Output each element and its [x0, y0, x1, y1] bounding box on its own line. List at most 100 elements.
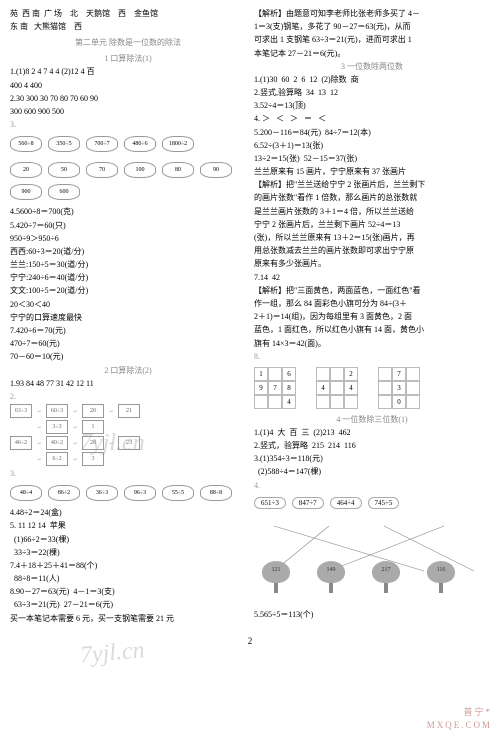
flow-diagram-1: 63÷3 → 60÷3 → 20 → 21 — [10, 404, 246, 418]
text: 300 600 900 500 — [10, 106, 246, 117]
watermark-brand: MXQE.COM — [427, 720, 492, 730]
text: 63÷3＝21(元) 27－21＝6(元) — [10, 599, 246, 610]
text: 西西:60÷3＝20(道/分) — [10, 246, 246, 257]
flow-box: 23 — [118, 436, 140, 450]
oval: 48÷4 — [10, 485, 42, 501]
text: 东 南 大熊猫馆 西 — [10, 21, 246, 32]
expr: 847÷7 — [292, 497, 324, 509]
row-label: 4. — [254, 480, 490, 491]
row-label: 3. — [10, 119, 246, 130]
oval: 80 — [162, 162, 194, 178]
flow-box: 1 — [82, 420, 104, 434]
text: 1.93 84 48 77 31 42 12 11 — [10, 378, 246, 389]
section-title: 3 一位数除两位数 — [254, 61, 490, 72]
text: 兰兰:150÷5＝30(道/分) — [10, 259, 246, 270]
oval: 55÷5 — [162, 485, 194, 501]
text: 兰兰原来有 15 画片，宁宁原来有 37 张画片 — [254, 166, 490, 177]
oval: 100 — [124, 162, 156, 178]
oval: 86÷2 — [48, 485, 80, 501]
text: 3.52÷4＝13(顶) — [254, 100, 490, 111]
text: 2.竖式,验算略 34 13 12 — [254, 87, 490, 98]
row-label: 8. — [254, 351, 490, 362]
oval: 90 — [200, 162, 232, 178]
text: 8.90－27＝63(元) 4－1＝3(支) — [10, 586, 246, 597]
unit-title: 第二单元 除数是一位数的除法 — [10, 37, 246, 48]
text: 20＜30＜40 — [10, 299, 246, 310]
text: 88÷8＝11(人) — [10, 573, 246, 584]
left-column: 苑 西 南 广 场 北 天鹅馆 西 金鱼馆 东 南 大熊猫馆 西 第二单元 除数… — [10, 8, 246, 624]
text: 买一本笔记本需要 6 元，买一支钢笔需要 21 元 — [10, 613, 246, 624]
oval: 560÷8 — [10, 136, 42, 152]
text: 用总张数减去兰兰的画片张数即可求出宁宁原 — [254, 245, 490, 256]
section-title: 4 一位数除三位数(1) — [254, 414, 490, 425]
row-label: 3. — [10, 468, 246, 479]
text: 7.420÷6＝70(元) — [10, 325, 246, 336]
flow-box: 20 — [82, 404, 104, 418]
text: 1.(1)30 60 2 6 12 (2)除数 商 — [254, 74, 490, 85]
text: 6.52÷(3＋1)＝13(张) — [254, 140, 490, 151]
text: 1.(1)8 2 4 7 4 4 (2)12 4 百 — [10, 66, 246, 77]
page-number: 2 — [0, 636, 500, 646]
oval: 88÷8 — [200, 485, 232, 501]
row-label: 2. — [10, 391, 246, 402]
oval: 96÷3 — [124, 485, 156, 501]
text: 33÷3＝22(棵) — [10, 547, 246, 558]
text: 5.200－116＝84(元) 84÷7＝12(本) — [254, 127, 490, 138]
text: (张)，所以兰兰原来有 13＋2＝15(张)画片，再 — [254, 232, 490, 243]
flow-box: 6÷2 — [46, 452, 68, 466]
text: 7.14 42 — [254, 272, 490, 283]
grid: 2 44 — [316, 367, 358, 409]
oval: 70 — [86, 162, 118, 178]
text: 苑 西 南 广 场 北 天鹅馆 西 金鱼馆 — [10, 8, 246, 19]
flow-diagram-2b: → 6÷2 → 3 — [10, 452, 246, 466]
flow-box: 63÷3 — [10, 404, 32, 418]
flow-box: 3 — [82, 452, 104, 466]
text: 2.30 300 30 70 80 70 60 90 — [10, 93, 246, 104]
oval: 480÷6 — [124, 136, 156, 152]
expr: 464÷4 — [330, 497, 362, 509]
oval: 900 — [10, 184, 42, 200]
text: 1.(1)4 大 百 三 (2)213 462 — [254, 427, 490, 438]
text: 旗有 14×3＝42(面)。 — [254, 338, 490, 349]
tree-icon: 149 — [314, 561, 348, 601]
text: (1)66÷2＝33(棵) — [10, 534, 246, 545]
text: (2)588÷4＝147(棵) — [254, 466, 490, 477]
flow-diagram-2: 46÷2 → 40÷2 → 20 → 23 — [10, 436, 246, 450]
flow-diagram-1b: → 3÷3 → 1 — [10, 420, 246, 434]
flow-box: 20 — [82, 436, 104, 450]
flow-box: 21 — [118, 404, 140, 418]
text: 1＝3(支)钢笔，多花了 90－27＝63(元)，从而 — [254, 21, 490, 32]
text: 5.420÷7＝60(只) — [10, 220, 246, 231]
oval: 600 — [48, 184, 80, 200]
oval: 350÷5 — [48, 136, 80, 152]
tree-icon: 121 — [259, 561, 293, 601]
text: 是兰兰画片张数的 3＋1＝4 倍，所以兰兰送给 — [254, 206, 490, 217]
oval: 50 — [48, 162, 80, 178]
text: 4. ＞ ＜ ＞ ＝ ＜ — [254, 113, 490, 124]
flow-box: 3÷3 — [46, 420, 68, 434]
text: 950÷9＞950÷6 — [10, 233, 246, 244]
text: 作一组，那么 84 面彩色小旗可分为 84÷(3＋ — [254, 298, 490, 309]
oval: 36÷3 — [86, 485, 118, 501]
text: 宁宁 2 张画片后，兰兰剩下画片 52÷4＝13 — [254, 219, 490, 230]
tree-icon: 217 — [369, 561, 403, 601]
text: 2＋1)＝14(组)，因为每组里有 3 面黄色，2 面 — [254, 311, 490, 322]
right-column: 【解析】由题意可知李老师比张老师多买了 4－ 1＝3(支)钢笔，多花了 90－2… — [254, 8, 490, 624]
watermark-brand: 普宁* — [463, 705, 492, 718]
text: 5. 11 12 14 苹果 — [10, 520, 246, 531]
ovals-row-2: 20 50 70 100 80 90 900 600 — [10, 162, 246, 200]
oval: 20 — [10, 162, 42, 178]
ovals-row-3: 48÷4 86÷2 36÷3 96÷3 55÷5 88÷8 — [10, 485, 246, 501]
text: 4.5600÷8＝700(克) — [10, 206, 246, 217]
text: 宁宁的口算速度最快 — [10, 312, 246, 323]
expr: 745÷5 — [368, 497, 400, 509]
text: 【解析】由题意可知李老师比张老师多买了 4－ — [254, 8, 490, 19]
oval: 700÷7 — [86, 136, 118, 152]
text: 蓝色，1 面红色，所以红色小旗有 14 面，黄色小 — [254, 324, 490, 335]
section-title: 2 口算除法(2) — [10, 365, 246, 376]
expr: 651÷3 — [254, 497, 286, 509]
grid: 16 978 4 — [254, 367, 296, 409]
text: 的画片张数"看作 1 倍数，那么画片的总张数就 — [254, 192, 490, 203]
text: 13÷2＝15(张) 52－15＝37(张) — [254, 153, 490, 164]
ovals-row-1: 560÷8 350÷5 700÷7 480÷6 1800÷2 — [10, 136, 246, 152]
